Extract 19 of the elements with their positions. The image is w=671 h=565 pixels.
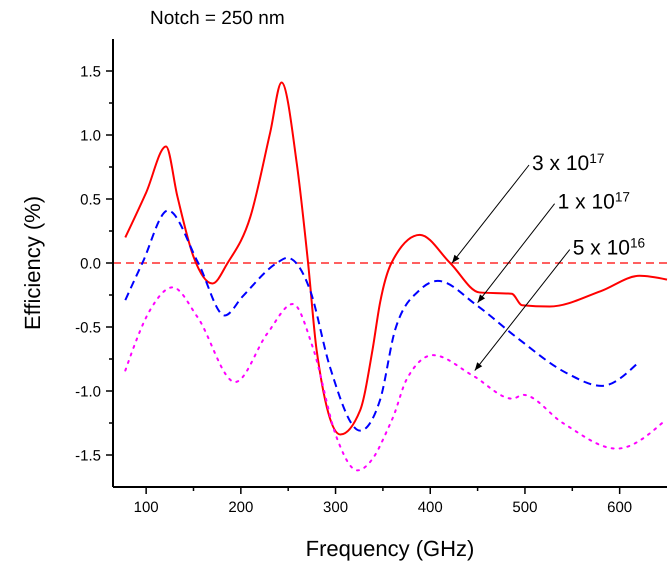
y-tick-label: -0.5 (75, 319, 101, 336)
y-tick-label: 1.0 (80, 127, 101, 144)
annotation: 5 x 10$^{16}$ (572, 235, 646, 260)
chart-title: Notch = 250 nm (150, 8, 285, 29)
annotation: 3 x 10$^{17}$ (532, 150, 604, 175)
y-tick-label: 0.0 (80, 255, 101, 272)
x-tick-label: 500 (512, 499, 538, 516)
x-tick-label: 100 (134, 499, 159, 516)
y-tick-label: -1.0 (75, 383, 101, 400)
y-axis-title: Efficiency (%) (20, 196, 45, 330)
x-tick-label: 200 (228, 499, 254, 516)
x-tick-label: 300 (323, 499, 348, 516)
x-tick-label: 400 (418, 499, 443, 516)
x-axis-title: Frequency (GHz) (306, 536, 474, 561)
y-tick-label: -1.5 (75, 447, 101, 464)
y-tick-label: 0.5 (80, 191, 101, 208)
y-tick-label: 1.5 (80, 63, 101, 80)
x-tick-label: 600 (607, 499, 632, 516)
annotation: 1 x 10$^{17}$ (558, 189, 630, 214)
